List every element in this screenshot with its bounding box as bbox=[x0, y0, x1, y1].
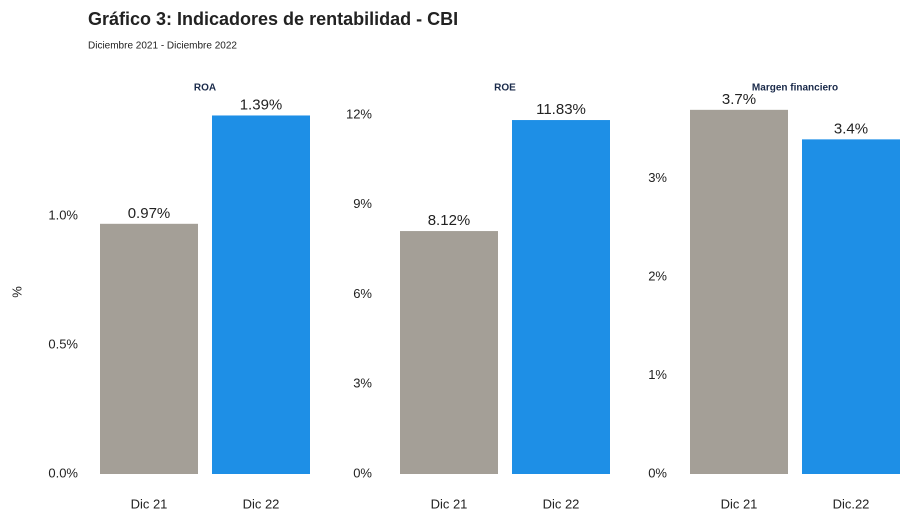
y-tick-label: 0% bbox=[353, 465, 372, 480]
y-tick-label: 6% bbox=[353, 286, 372, 301]
value-label: 11.83% bbox=[536, 101, 586, 118]
chart-title: Margen financiero bbox=[752, 83, 838, 94]
y-tick-label: 0% bbox=[648, 465, 667, 480]
chart-title: ROE bbox=[494, 83, 516, 94]
y-tick-label: 0.5% bbox=[48, 336, 78, 351]
bar bbox=[690, 109, 788, 474]
y-tick-label: 0.0% bbox=[48, 465, 78, 480]
y-tick-label: 3% bbox=[353, 376, 372, 391]
y-tick-label: 3% bbox=[648, 170, 667, 185]
y-tick-label: 1.0% bbox=[48, 208, 78, 223]
x-tick-label: Dic 22 bbox=[543, 496, 580, 511]
x-tick-label: Dic.22 bbox=[833, 496, 870, 511]
value-label: 8.12% bbox=[428, 212, 471, 229]
value-label: 1.39% bbox=[240, 96, 283, 113]
value-label: 3.4% bbox=[834, 120, 868, 137]
x-tick-label: Dic 21 bbox=[431, 496, 468, 511]
y-tick-label: 12% bbox=[346, 106, 372, 121]
figure-title: Gráfico 3: Indicadores de rentabilidad -… bbox=[88, 9, 458, 29]
y-tick-label: 1% bbox=[648, 367, 667, 382]
figure-subtitle: Diciembre 2021 - Diciembre 2022 bbox=[88, 41, 237, 52]
y-axis-label: % bbox=[9, 286, 24, 298]
bar bbox=[802, 139, 900, 475]
bar bbox=[512, 120, 610, 475]
bar bbox=[100, 223, 198, 474]
chart-title: ROA bbox=[194, 83, 216, 94]
bar bbox=[212, 115, 310, 474]
bar bbox=[400, 231, 498, 474]
x-tick-label: Dic 22 bbox=[243, 496, 280, 511]
y-tick-label: 9% bbox=[353, 196, 372, 211]
value-label: 3.7% bbox=[722, 91, 756, 108]
y-tick-label: 2% bbox=[648, 269, 667, 284]
value-label: 0.97% bbox=[128, 205, 171, 222]
x-tick-label: Dic 21 bbox=[721, 496, 758, 511]
x-tick-label: Dic 21 bbox=[131, 496, 168, 511]
